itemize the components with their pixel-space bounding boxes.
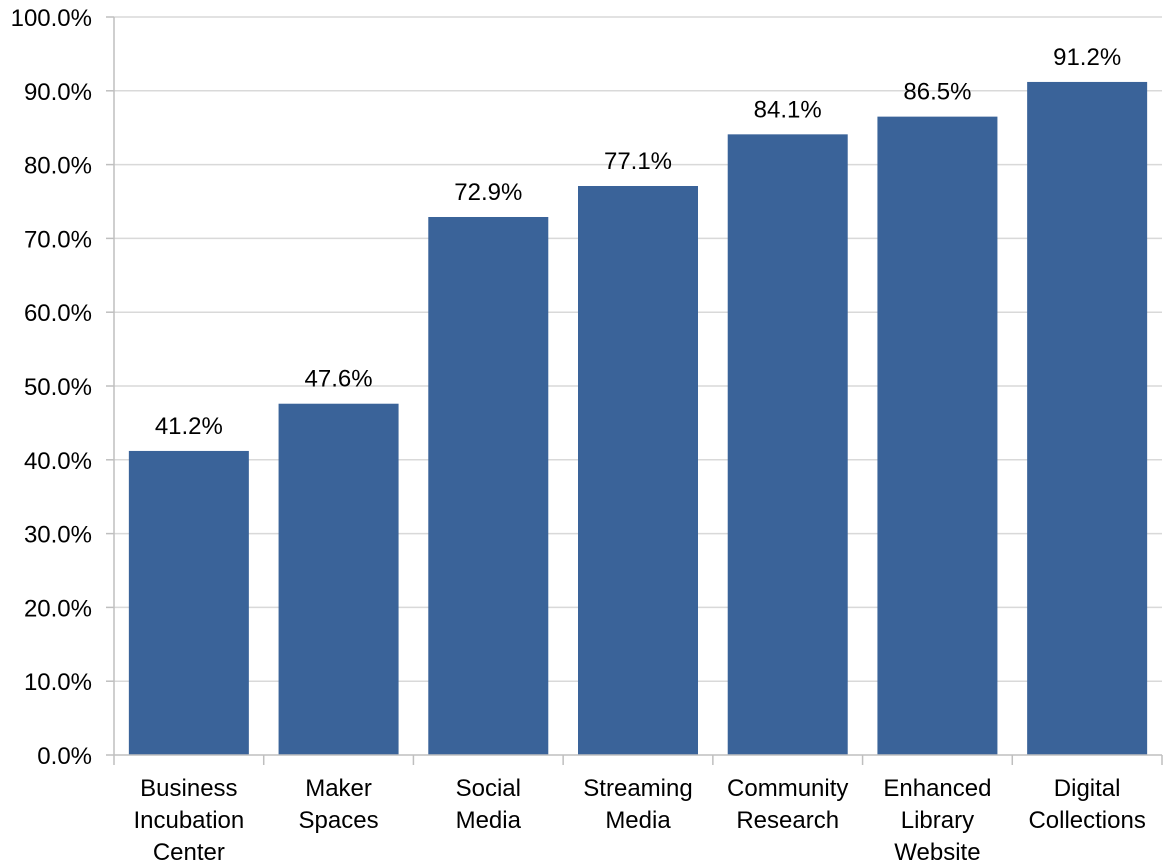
category-label-line: Collections — [1028, 807, 1145, 834]
bar — [877, 116, 998, 755]
y-tick-label: 80.0% — [24, 153, 92, 180]
category-label: Community Research — [727, 775, 848, 834]
bar — [1027, 81, 1148, 756]
category-label: Business Incubation Center — [133, 775, 244, 865]
category-label-line: Spaces — [299, 807, 379, 834]
category-label-line: Streaming — [583, 775, 692, 802]
bar — [128, 450, 249, 755]
y-tick-label: 70.0% — [24, 226, 92, 253]
category-label: Social Media — [456, 775, 522, 834]
y-tick-label: 60.0% — [24, 300, 92, 327]
y-tick-label: 30.0% — [24, 522, 92, 549]
category-label: Streaming Media — [583, 775, 692, 834]
axes — [106, 16, 1163, 765]
bar — [727, 134, 848, 756]
data-label: 91.2% — [1053, 44, 1121, 71]
category-label: Enhanced Library Website — [883, 775, 991, 865]
bars — [128, 81, 1148, 756]
category-label-line: Library — [901, 807, 974, 834]
data-label: 72.9% — [454, 179, 522, 206]
data-label: 77.1% — [604, 148, 672, 175]
category-label: Maker Spaces — [299, 775, 379, 834]
data-label: 41.2% — [155, 413, 223, 440]
category-label-line: Website — [894, 839, 980, 865]
y-tick-label: 100.0% — [11, 5, 92, 32]
category-label-line: Business — [140, 775, 237, 802]
category-label-line: Community — [727, 775, 848, 802]
data-label: 86.5% — [903, 79, 971, 106]
y-tick-label: 10.0% — [24, 669, 92, 696]
y-tick-label: 20.0% — [24, 595, 92, 622]
y-axis-tick-labels: 0.0% 10.0% 20.0% 30.0% 40.0% 50.0% 60.0% 70.0% 8… — [11, 5, 92, 770]
y-tick-label: 50.0% — [24, 374, 92, 401]
x-axis-category-labels: Business Incubation Center Maker Spaces Socia… — [133, 775, 1145, 865]
y-tick-label: 0.0% — [37, 743, 92, 770]
category-label-line: Media — [605, 807, 671, 834]
data-label: 84.1% — [754, 96, 822, 123]
category-label-line: Digital — [1054, 775, 1121, 802]
category-label-line: Media — [456, 807, 522, 834]
category-label-line: Center — [153, 839, 225, 865]
category-label-line: Incubation — [133, 807, 244, 834]
y-tick-label: 40.0% — [24, 448, 92, 475]
category-label: Digital Collections — [1028, 775, 1145, 834]
category-label-line: Social — [456, 775, 521, 802]
bar — [578, 186, 698, 755]
category-label-line: Research — [736, 807, 839, 834]
category-label-line: Enhanced — [883, 775, 991, 802]
data-label: 47.6% — [305, 366, 373, 393]
bar — [278, 403, 399, 755]
category-label-line: Maker — [305, 775, 372, 802]
data-labels: 41.2% 47.6% 72.9% 77.1% 84.1% 86.5% 91.2% — [155, 44, 1121, 440]
bar — [428, 216, 549, 756]
y-tick-label: 90.0% — [24, 79, 92, 106]
